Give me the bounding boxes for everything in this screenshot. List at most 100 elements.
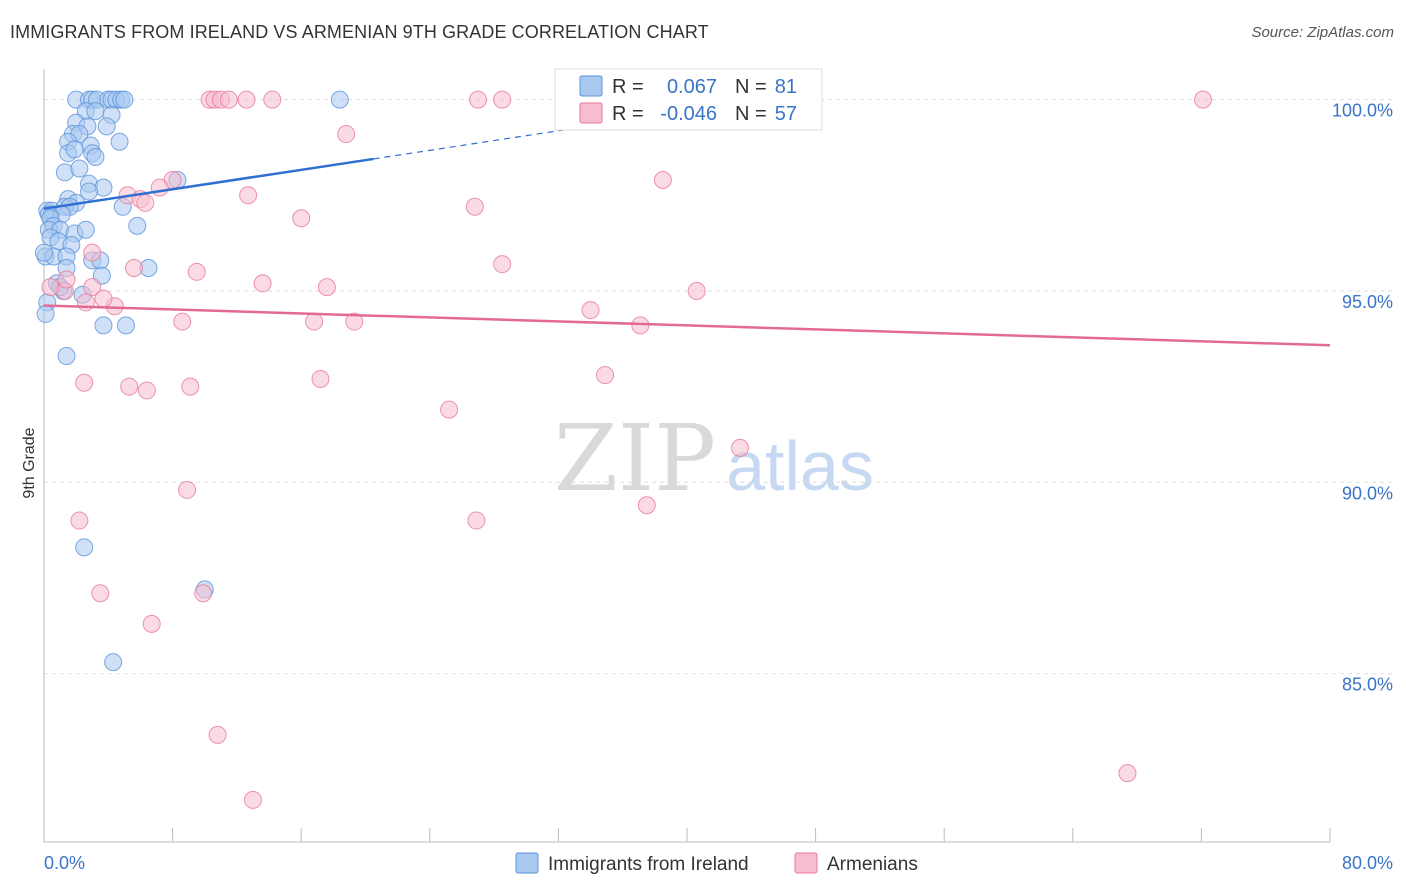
armenian-point bbox=[239, 186, 258, 205]
legend-swatch bbox=[579, 102, 603, 124]
legend-label: Immigrants from Ireland bbox=[548, 854, 749, 875]
armenian-point bbox=[83, 243, 102, 262]
ireland-trend-line bbox=[43, 157, 374, 210]
legend-swatch bbox=[515, 852, 539, 874]
legend-n-value: 57 bbox=[775, 103, 797, 125]
armenian-point bbox=[465, 197, 484, 216]
armenian-point bbox=[263, 90, 282, 109]
armenian-trend-line bbox=[43, 304, 1331, 347]
armenian-point bbox=[57, 270, 76, 289]
armenian-point bbox=[173, 312, 192, 331]
armenian-point bbox=[1118, 764, 1137, 783]
armenian-point bbox=[596, 366, 615, 385]
y-tick-label: 90.0% bbox=[1342, 483, 1393, 503]
armenian-point bbox=[76, 293, 95, 312]
armenian-point bbox=[581, 301, 600, 320]
watermark-atlas: atlas bbox=[726, 427, 874, 505]
armenian-point bbox=[345, 312, 364, 331]
armenian-point bbox=[317, 278, 336, 297]
armenian-point bbox=[187, 262, 206, 281]
trend-lines bbox=[43, 127, 1331, 347]
source-label: Source: ZipAtlas.com bbox=[1251, 24, 1394, 41]
x-tick-label: 0.0% bbox=[44, 853, 85, 873]
legend-r-value: 0.067 bbox=[667, 76, 717, 98]
ireland-point bbox=[65, 140, 84, 159]
armenian-point bbox=[493, 255, 512, 274]
legend-r-label: R = bbox=[612, 103, 644, 125]
armenian-point bbox=[493, 90, 512, 109]
grid bbox=[44, 99, 1394, 675]
y-tick-labels: 100.0% 95.0% 90.0% 85.0% bbox=[1332, 101, 1393, 695]
x-tick-labels: 0.0% 80.0% bbox=[44, 853, 1393, 873]
ireland-point bbox=[128, 216, 147, 235]
armenian-point bbox=[469, 90, 488, 109]
ireland-point bbox=[110, 132, 129, 151]
ireland-point bbox=[75, 538, 94, 557]
legend-swatch bbox=[579, 75, 603, 97]
armenian-point bbox=[311, 369, 330, 388]
armenian-point bbox=[137, 381, 156, 400]
ireland-point bbox=[70, 159, 89, 178]
y-tick-label: 85.0% bbox=[1342, 675, 1393, 695]
ireland-point bbox=[86, 148, 105, 167]
legend: Immigrants from Ireland Armenians bbox=[515, 852, 918, 875]
armenian-point bbox=[467, 511, 486, 530]
armenian-point bbox=[243, 790, 262, 809]
legend-n-label: N = bbox=[735, 76, 767, 98]
armenian-point bbox=[75, 373, 94, 392]
armenian-point bbox=[637, 496, 656, 515]
armenian-point bbox=[181, 377, 200, 396]
ireland-point bbox=[57, 347, 76, 366]
chart-title: IMMIGRANTS FROM IRELAND VS ARMENIAN 9TH … bbox=[10, 22, 709, 42]
armenian-point bbox=[83, 278, 102, 297]
y-tick-label: 100.0% bbox=[1332, 101, 1393, 121]
legend-swatch bbox=[794, 852, 818, 874]
armenian-point bbox=[337, 125, 356, 144]
legend-n-label: N = bbox=[735, 103, 767, 125]
legend-label: Armenians bbox=[827, 854, 918, 875]
armenian-point bbox=[237, 90, 256, 109]
ireland-point bbox=[104, 653, 123, 672]
armenian-point bbox=[731, 438, 750, 457]
ireland-point bbox=[115, 90, 134, 109]
armenian-point bbox=[120, 377, 139, 396]
armenian-point bbox=[631, 316, 650, 335]
watermark-zip: ZIP bbox=[554, 405, 716, 512]
ireland-point bbox=[80, 182, 99, 201]
armenian-point bbox=[94, 289, 113, 308]
legend-r-value: -0.046 bbox=[660, 103, 717, 125]
ireland-trend-extension bbox=[373, 127, 575, 160]
ireland-point bbox=[97, 117, 116, 136]
legend-stats: R = 0.067 N = 81 R = -0.046 N = 57 bbox=[554, 68, 823, 131]
y-axis-label: 9th Grade bbox=[21, 427, 38, 498]
armenian-point bbox=[150, 178, 169, 197]
armenian-point bbox=[253, 274, 272, 293]
armenian-point bbox=[194, 584, 213, 603]
armenian-point bbox=[136, 193, 155, 212]
armenian-point bbox=[687, 281, 706, 300]
armenian-point bbox=[178, 480, 197, 499]
armenian-point bbox=[208, 725, 227, 744]
ireland-point bbox=[76, 220, 95, 239]
legend-r-label: R = bbox=[612, 76, 644, 98]
y-tick-label: 95.0% bbox=[1342, 292, 1393, 312]
watermark: ZIP atlas bbox=[554, 405, 874, 512]
armenian-point bbox=[440, 400, 459, 419]
armenian-point bbox=[305, 312, 324, 331]
ireland-point bbox=[330, 90, 349, 109]
ireland-point bbox=[94, 316, 113, 335]
armenian-point bbox=[219, 90, 238, 109]
ireland-point bbox=[35, 243, 53, 262]
axes bbox=[43, 69, 1331, 843]
legend-n-value: 81 bbox=[775, 76, 797, 98]
armenian-point bbox=[70, 511, 89, 530]
armenian-point bbox=[653, 170, 672, 189]
data-points bbox=[35, 90, 1213, 809]
x-tick-label: 80.0% bbox=[1342, 853, 1393, 873]
armenian-point bbox=[1194, 90, 1213, 109]
ireland-point bbox=[86, 102, 105, 121]
armenian-point bbox=[292, 209, 311, 228]
armenian-point bbox=[91, 584, 110, 603]
armenian-point bbox=[41, 278, 60, 297]
